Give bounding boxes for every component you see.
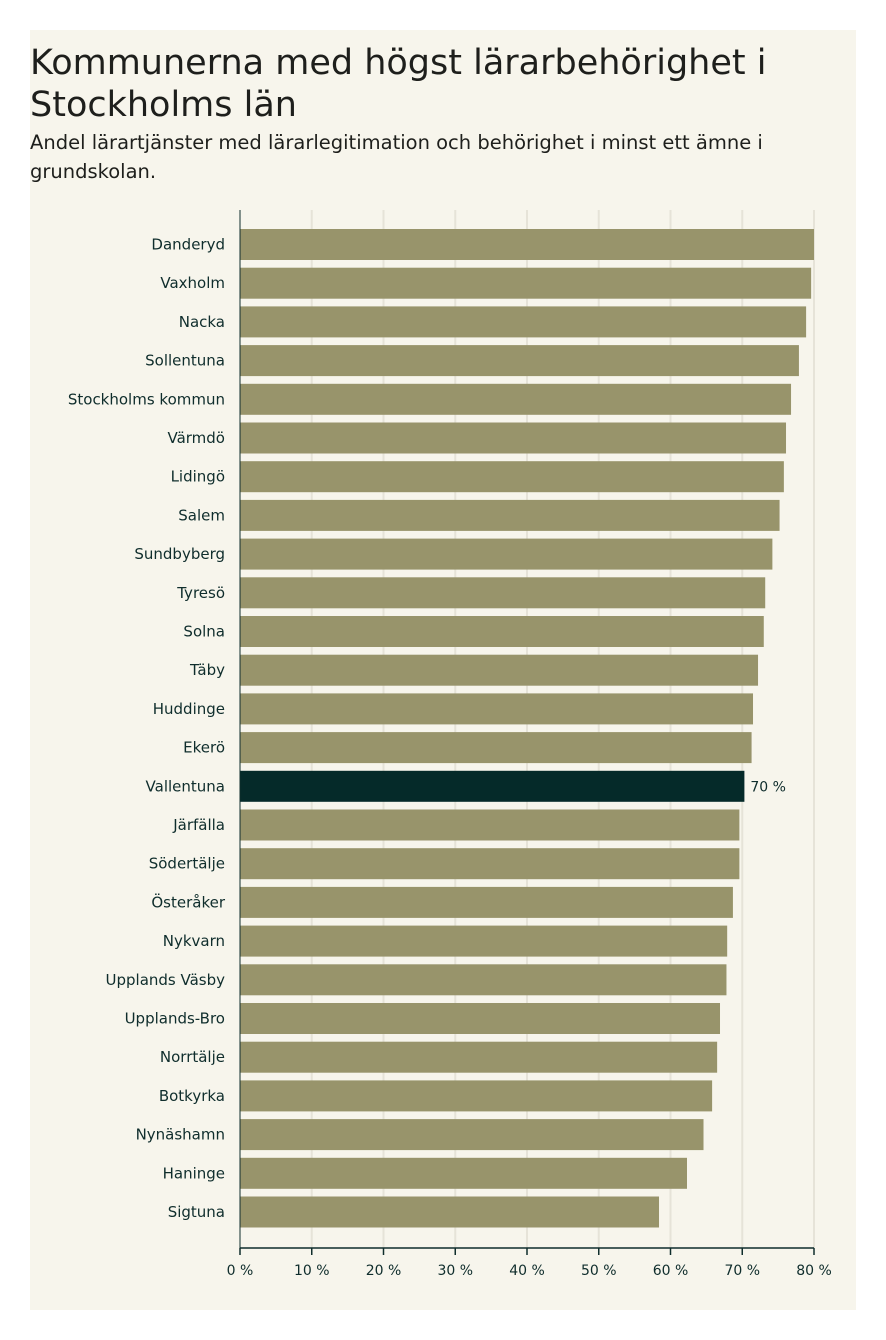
category-label: Södertälje bbox=[149, 855, 225, 873]
category-label: Täby bbox=[189, 661, 225, 679]
category-label: Sigtuna bbox=[168, 1203, 225, 1221]
x-tick-label: 10 % bbox=[294, 1263, 330, 1279]
bar-ekerö bbox=[240, 732, 752, 764]
category-labels: Danderyd Vaxholm Nacka Sollentuna Stockholms… bbox=[68, 236, 786, 1222]
bar-upplands-bro bbox=[240, 1003, 721, 1034]
category-label: Solna bbox=[183, 623, 225, 641]
chart-card: Kommunerna med högst lärarbehörighet i S… bbox=[30, 30, 856, 1310]
bar-huddinge bbox=[240, 693, 754, 725]
category-label: Stockholms kommun bbox=[68, 390, 225, 408]
bar-salem bbox=[240, 499, 780, 531]
chart-title: Kommunerna med högst lärarbehörighet i S… bbox=[30, 43, 767, 125]
category-label: Vaxholm bbox=[160, 274, 225, 292]
bar-sollentuna bbox=[240, 345, 799, 377]
x-axis: 0 % 10 % 20 % 30 % 40 % 50 % 60 % 70 % 80 % bbox=[227, 210, 832, 1279]
category-label: Norrtälje bbox=[160, 1048, 225, 1066]
category-label: Huddinge bbox=[153, 700, 225, 718]
bar-värmdö bbox=[240, 422, 787, 454]
category-label: Haninge bbox=[163, 1164, 225, 1182]
bar-haninge bbox=[240, 1157, 688, 1189]
bar-södertälje bbox=[240, 848, 740, 880]
category-label: Nacka bbox=[179, 313, 225, 331]
category-label: Tyresö bbox=[176, 584, 225, 602]
x-tick-label: 70 % bbox=[724, 1263, 760, 1279]
bar-sigtuna bbox=[240, 1196, 660, 1228]
bar-vallentuna bbox=[240, 770, 745, 802]
bar-tyresö bbox=[240, 577, 766, 609]
category-label: Österåker bbox=[151, 892, 225, 911]
x-tick-label: 40 % bbox=[509, 1263, 545, 1279]
category-label: Lidingö bbox=[171, 468, 225, 486]
category-label: Botkyrka bbox=[159, 1087, 225, 1105]
bar-solna bbox=[240, 616, 764, 647]
category-label: Salem bbox=[178, 506, 225, 524]
category-label: Sollentuna bbox=[145, 352, 225, 370]
x-tick-label: 30 % bbox=[437, 1263, 473, 1279]
bar-nynäshamn bbox=[240, 1119, 704, 1151]
highlight-value-label: 70 % bbox=[750, 779, 786, 795]
bar-vaxholm bbox=[240, 267, 812, 299]
bar-sundbyberg bbox=[240, 538, 773, 570]
category-label: Värmdö bbox=[167, 429, 225, 447]
bar-lidingö bbox=[240, 461, 784, 493]
bar-upplands-väsby bbox=[240, 964, 727, 996]
x-tick-label: 80 % bbox=[796, 1263, 832, 1279]
bar-stockholms-kommun bbox=[240, 383, 792, 415]
bars bbox=[240, 229, 814, 1228]
bar-chart: Danderyd Vaxholm Nacka Sollentuna Stockholms… bbox=[68, 210, 832, 1279]
category-label: Upplands Väsby bbox=[106, 971, 226, 989]
bar-botkyrka bbox=[240, 1080, 713, 1112]
bar-nacka bbox=[240, 306, 807, 338]
category-label: Upplands-Bro bbox=[125, 1010, 225, 1028]
bar-järfälla bbox=[240, 809, 740, 841]
grid-lines bbox=[310, 210, 815, 1248]
x-tick-label: 20 % bbox=[366, 1263, 402, 1279]
bar-norrtälje bbox=[240, 1041, 718, 1073]
category-label: Järfälla bbox=[172, 816, 225, 834]
category-label: Ekerö bbox=[183, 739, 225, 757]
category-label: Nynäshamn bbox=[136, 1126, 225, 1144]
bar-nykvarn bbox=[240, 925, 728, 957]
category-label: Danderyd bbox=[151, 236, 225, 254]
chart-subtitle: Andel lärartjänster med lärarlegitimatio… bbox=[30, 131, 763, 183]
bar-täby bbox=[240, 654, 759, 686]
category-label: Sundbyberg bbox=[134, 545, 225, 563]
bar-danderyd bbox=[240, 229, 814, 260]
category-label: Vallentuna bbox=[146, 777, 225, 795]
x-tick-label: 0 % bbox=[227, 1263, 254, 1279]
bar-österåker bbox=[240, 886, 733, 918]
category-label: Nykvarn bbox=[163, 932, 225, 950]
x-tick-label: 60 % bbox=[653, 1263, 689, 1279]
x-tick-label: 50 % bbox=[581, 1263, 617, 1279]
